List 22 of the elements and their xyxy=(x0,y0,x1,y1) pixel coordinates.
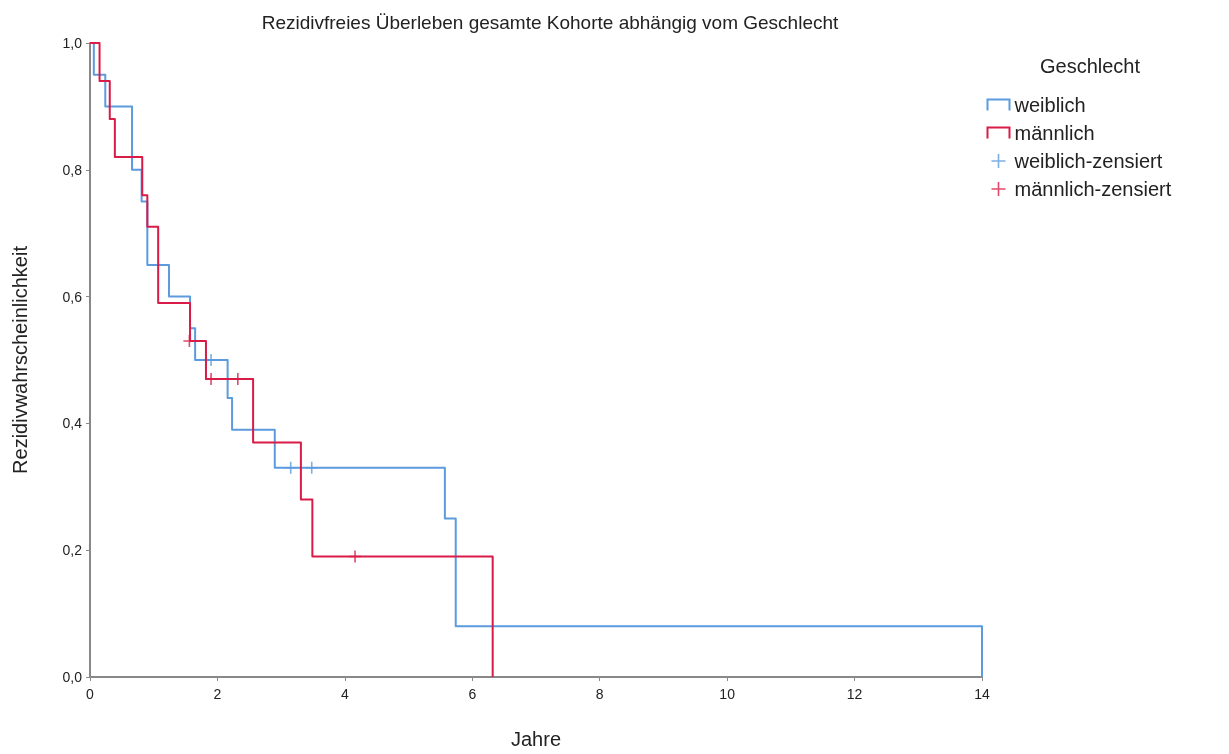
y-tick-label: 0,8 xyxy=(62,161,83,178)
y-axis-title: Rezidivwahrscheinlichkeit xyxy=(9,245,31,474)
legend-label: männlich-zensiert xyxy=(1014,178,1172,200)
y-tick-label: 0,4 xyxy=(62,415,83,432)
x-tick-label: 2 xyxy=(213,686,222,702)
chart-title: Rezidivfreies Überleben gesamte Kohorte abhängig vom Geschlecht xyxy=(261,12,840,33)
x-axis-title: Jahre xyxy=(510,728,562,750)
y-tick-label: 0,2 xyxy=(62,542,83,559)
legend-label: männlich xyxy=(1014,122,1095,144)
legend-label: weiblich xyxy=(1013,94,1086,116)
x-tick-label: 10 xyxy=(719,686,736,702)
x-tick-label: 6 xyxy=(468,686,477,702)
legend-title: Geschlecht xyxy=(1040,55,1141,77)
y-tick-label: 0,6 xyxy=(62,288,83,305)
y-tick-label: 0,0 xyxy=(62,669,83,685)
y-tick-label: 1,0 xyxy=(62,35,83,51)
x-tick-label: 0 xyxy=(86,686,95,702)
x-tick-label: 12 xyxy=(846,686,863,702)
x-tick-label: 14 xyxy=(974,686,990,702)
legend-label: weiblich-zensiert xyxy=(1013,150,1163,172)
x-tick-label: 8 xyxy=(595,686,604,702)
x-tick-label: 4 xyxy=(340,686,349,702)
